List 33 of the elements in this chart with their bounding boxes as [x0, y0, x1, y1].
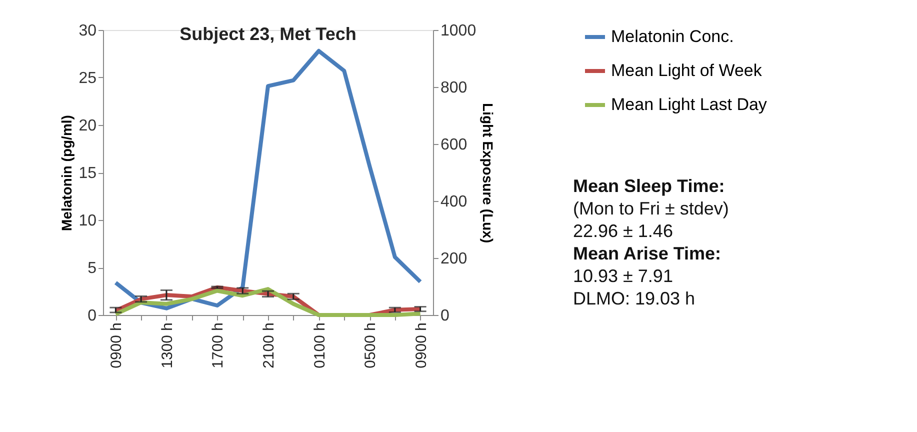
x-tick-label: 0900 h	[108, 322, 126, 368]
y2-tick-label: 600	[440, 136, 468, 154]
x-tick-label: 2100 h	[260, 322, 278, 368]
text: (Mon to Fri ± stdev)	[573, 198, 729, 219]
y-axis-title: Melatonin (pg/ml)	[58, 115, 75, 231]
y2-tick-label: 400	[440, 194, 468, 210]
text: Mean Sleep Time:	[573, 176, 725, 196]
text: Mean Arise Time:	[573, 243, 722, 264]
text: 22.96 ± 1.46	[573, 220, 673, 241]
legend-label: Melatonin Conc.	[611, 27, 734, 46]
y-tick-label: 30	[78, 22, 97, 40]
y-tick-label: 10	[78, 212, 97, 230]
text: 10.93 ± 7.91	[573, 266, 673, 286]
line-series	[114, 48, 422, 310]
y2-axis-title: Light Exposure (Lux)	[480, 103, 496, 243]
x-tick-label: 0900 h	[412, 322, 430, 368]
y-tick-label: 15	[78, 165, 97, 182]
legend-label: Mean Light of Week	[611, 61, 762, 80]
y2-tick-label: 1000	[440, 22, 476, 40]
y2-tick-label: 200	[440, 250, 468, 268]
chart-title: Subject 23, Met Tech	[180, 24, 356, 44]
text: DLMO: 19.03 h	[573, 288, 696, 308]
x-tick-label: 1300 h	[158, 322, 176, 368]
y2-tick-label: 0	[440, 308, 450, 324]
x-tick-label: 1700 h	[210, 322, 227, 368]
legend-label: Mean Light Last Day	[611, 95, 768, 114]
y-tick-label: 0	[88, 308, 97, 324]
y-tick-label: 5	[88, 260, 97, 277]
y-tick-label: 25	[78, 70, 97, 87]
y2-tick-label: 800	[440, 80, 468, 96]
x-tick-label: 0500 h	[362, 322, 380, 368]
y-tick-label: 20	[78, 118, 97, 134]
x-tick-label: 0100 h	[311, 322, 328, 368]
